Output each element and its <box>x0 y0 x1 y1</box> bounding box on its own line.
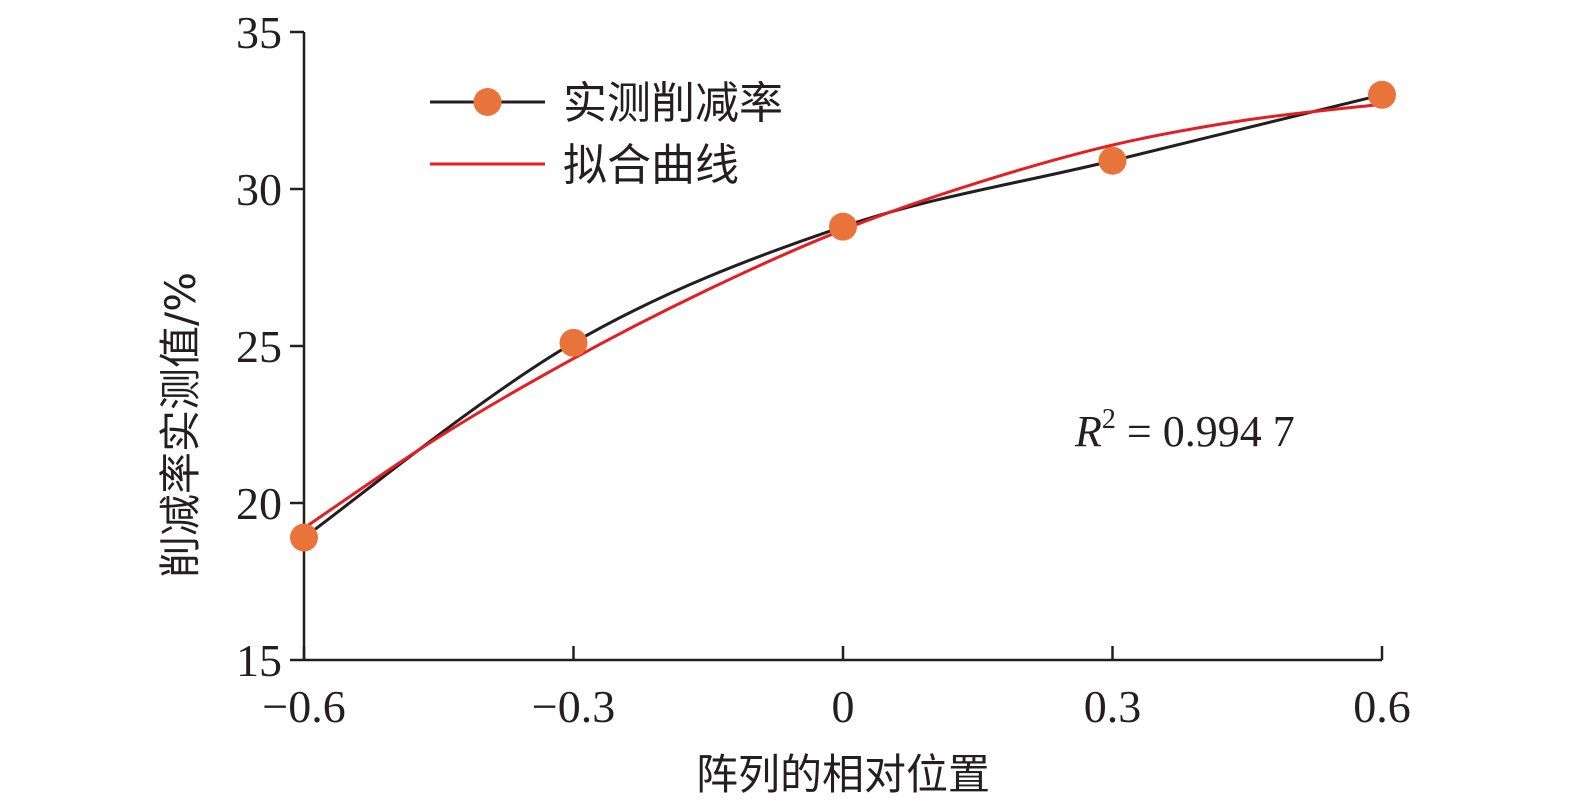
x-tick-label: −0.6 <box>262 681 345 732</box>
r-exponent: 2 <box>1102 404 1116 435</box>
x-tick-label: −0.3 <box>532 681 615 732</box>
r-symbol: R <box>1074 407 1102 456</box>
y-tick-label: 20 <box>236 478 282 529</box>
legend-label-fit: 拟合曲线 <box>563 140 739 191</box>
legend-label-measured: 实测削减率 <box>563 78 783 129</box>
data-point <box>559 328 588 357</box>
data-point <box>1098 146 1127 175</box>
r-value: = 0.994 7 <box>1116 407 1295 456</box>
y-tick-label: 35 <box>236 7 282 58</box>
series-layer <box>290 80 1396 552</box>
y-tick-label: 15 <box>236 635 282 686</box>
x-tick-label: 0.3 <box>1084 681 1142 732</box>
r-squared-annotation: R2 = 0.994 7 <box>1074 404 1295 456</box>
data-point <box>1368 80 1396 109</box>
x-tick-label: 0 <box>832 681 855 732</box>
data-point <box>290 523 318 552</box>
legend-marker-measured <box>473 88 502 116</box>
y-tick-label: 25 <box>236 321 282 372</box>
x-axis-title: 阵列的相对位置 <box>696 750 990 799</box>
x-tick-label: 0.6 <box>1353 681 1411 732</box>
series-line-measured <box>303 93 1383 539</box>
axes: 15 20 25 30 35 −0.6 −0.3 0 0.3 0.6 <box>236 7 1411 732</box>
data-point <box>829 212 857 241</box>
series-line-fit <box>303 102 1383 530</box>
y-tick-label: 30 <box>236 164 282 215</box>
y-axis-title: 削减率实测值/% <box>156 272 205 578</box>
